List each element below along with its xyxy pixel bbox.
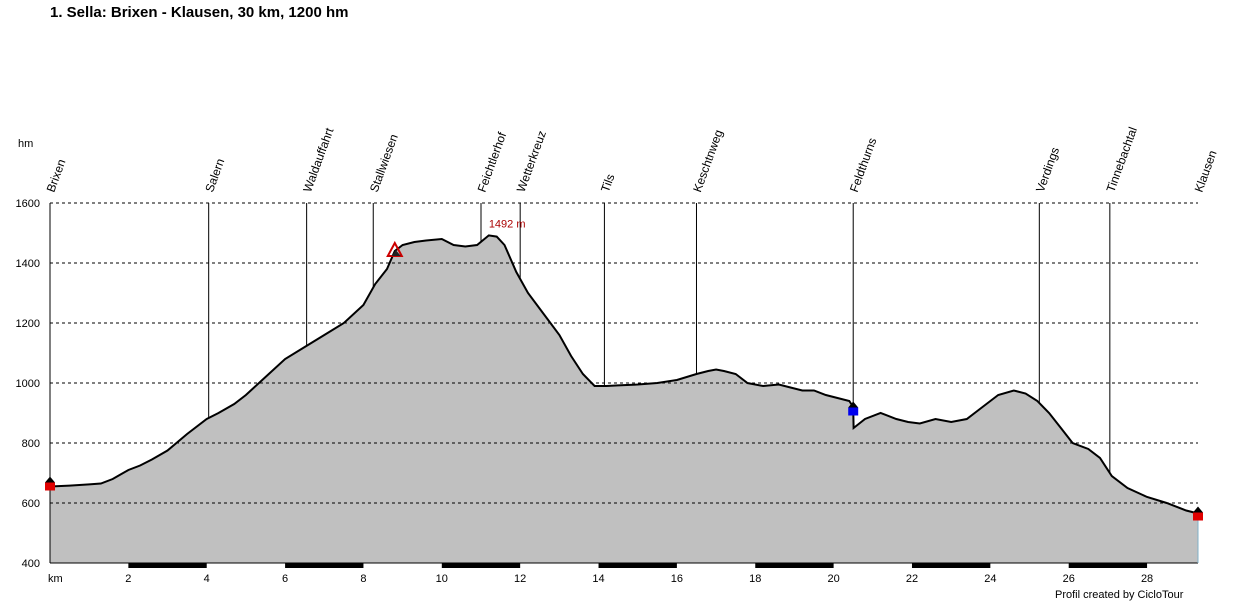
waypoint-label-9: Verdings bbox=[1033, 145, 1062, 194]
x-axis-band-18 bbox=[755, 563, 834, 568]
y-tick-label-1200: 1200 bbox=[16, 318, 40, 330]
summit-marker-fill bbox=[391, 250, 401, 256]
waypoint-label-2: Waldauffahrt bbox=[300, 125, 336, 194]
x-axis-band-14 bbox=[598, 563, 677, 568]
waypoint-label-1: Salern bbox=[202, 157, 227, 194]
x-tick-label-22: 22 bbox=[906, 573, 918, 585]
x-tick-label-18: 18 bbox=[749, 573, 761, 585]
start-marker-icon bbox=[45, 482, 55, 491]
waypoint-label-8: Feldthurns bbox=[847, 136, 880, 194]
y-tick-label-1000: 1000 bbox=[16, 378, 40, 390]
y-tick-label-1600: 1600 bbox=[16, 198, 40, 210]
pass-marker-cap bbox=[848, 401, 859, 408]
waypoint-label-6: Tils bbox=[598, 172, 617, 194]
end-marker-cap bbox=[1193, 506, 1203, 513]
waypoint-label-5: Wetterkreuz bbox=[514, 129, 549, 194]
waypoint-label-7: Keschtnweg bbox=[690, 128, 726, 194]
max-elevation-label: 1492 m bbox=[489, 218, 526, 230]
x-axis-label: km bbox=[48, 573, 63, 585]
pass-marker-icon bbox=[848, 407, 859, 416]
profile-area bbox=[50, 235, 1198, 563]
x-tick-label-28: 28 bbox=[1141, 573, 1153, 585]
credit-text: Profil created by CicloTour bbox=[1055, 589, 1184, 601]
y-axis-label: hm bbox=[18, 138, 33, 150]
y-tick-label-800: 800 bbox=[22, 438, 40, 450]
waypoint-label-11: Klausen bbox=[1192, 148, 1220, 194]
x-tick-label-20: 20 bbox=[827, 573, 839, 585]
x-tick-label-14: 14 bbox=[592, 573, 604, 585]
start-marker-cap bbox=[45, 476, 55, 483]
x-tick-label-8: 8 bbox=[360, 573, 366, 585]
x-axis-band-10 bbox=[441, 563, 521, 568]
x-tick-label-12: 12 bbox=[514, 573, 526, 585]
y-tick-label-1400: 1400 bbox=[16, 258, 40, 270]
x-axis-band-6 bbox=[285, 563, 364, 568]
waypoint-label-3: Stallwiesen bbox=[367, 132, 401, 194]
y-tick-label-600: 600 bbox=[22, 498, 40, 510]
x-tick-label-24: 24 bbox=[984, 573, 996, 585]
x-axis-band-22 bbox=[911, 563, 991, 568]
x-tick-label-26: 26 bbox=[1063, 573, 1075, 585]
x-tick-label-16: 16 bbox=[671, 573, 683, 585]
chart-title: 1. Sella: Brixen - Klausen, 30 km, 1200 … bbox=[50, 4, 349, 21]
end-marker-icon bbox=[1193, 512, 1203, 521]
y-tick-label-400: 400 bbox=[22, 558, 40, 570]
x-tick-label-2: 2 bbox=[125, 573, 131, 585]
x-axis-band-26 bbox=[1068, 563, 1148, 568]
x-tick-label-10: 10 bbox=[436, 573, 448, 585]
x-tick-label-4: 4 bbox=[204, 573, 210, 585]
x-tick-label-6: 6 bbox=[282, 573, 288, 585]
waypoint-label-10: Tinnebachtal bbox=[1104, 125, 1141, 194]
profile-line bbox=[49, 234, 1199, 515]
waypoint-label-4: Feichtlerhof bbox=[475, 130, 510, 194]
waypoint-label-0: Brixen bbox=[44, 157, 69, 194]
x-axis-band-2 bbox=[128, 563, 207, 568]
